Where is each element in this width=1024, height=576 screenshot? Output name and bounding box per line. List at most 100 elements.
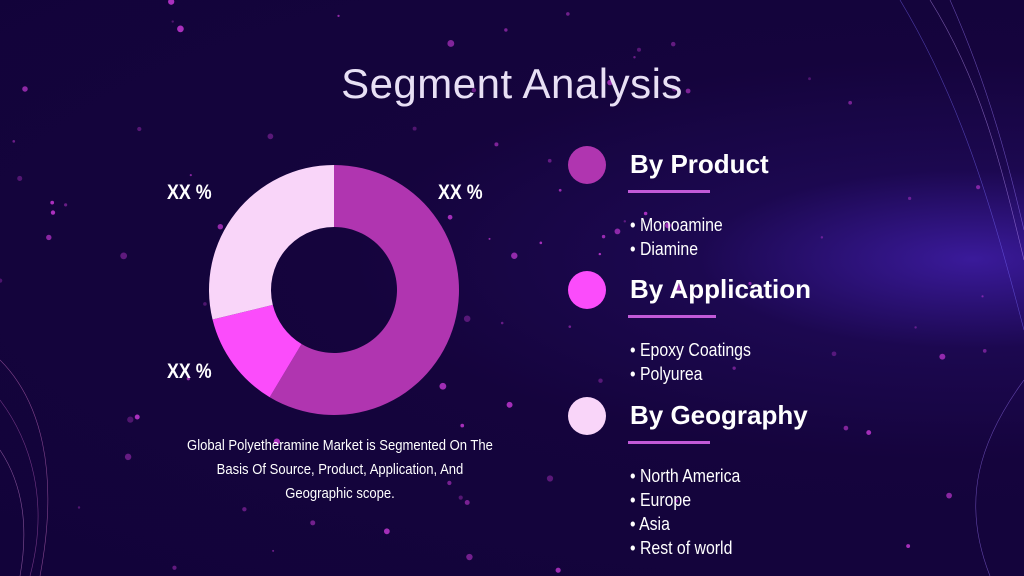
- sparkle: [511, 252, 518, 259]
- sparkle: [623, 220, 627, 223]
- sparkle: [614, 228, 621, 235]
- sparkle: [808, 77, 811, 81]
- divider: [628, 190, 710, 193]
- sparkle: [598, 252, 602, 256]
- sparkle: [310, 520, 316, 526]
- sparkle: [272, 549, 275, 552]
- sparkle: [566, 12, 570, 16]
- sparkle: [267, 133, 274, 140]
- sparkle: [555, 567, 561, 573]
- sparkle: [464, 499, 470, 505]
- sparkle: [439, 382, 447, 390]
- donut-slice: [212, 304, 302, 398]
- sparkle: [203, 302, 207, 306]
- segment-heading: By Product: [630, 149, 769, 179]
- sparkle: [383, 528, 390, 535]
- sparkle: [748, 281, 752, 286]
- sparkle: [500, 321, 504, 325]
- sparkle: [172, 565, 177, 570]
- sparkle: [189, 174, 192, 177]
- sparkle: [50, 200, 55, 205]
- segment-heading: By Application: [630, 274, 812, 304]
- sparkle: [670, 41, 676, 47]
- segment-heading: By Geography: [630, 400, 808, 430]
- sparkle: [506, 401, 513, 408]
- sparkle: [186, 377, 190, 381]
- sparkle: [177, 25, 184, 33]
- sparkle: [337, 14, 340, 17]
- sparkle: [134, 414, 140, 420]
- sparkle: [22, 86, 28, 92]
- sparkle: [607, 79, 613, 86]
- sparkle: [488, 237, 491, 240]
- sparkle: [633, 56, 636, 59]
- sparkle: [674, 499, 678, 503]
- list-item: • Europe: [630, 490, 692, 510]
- sparkle: [171, 20, 174, 23]
- segment-items: • Monoamine • Diamine: [630, 213, 723, 261]
- sparkle: [946, 492, 952, 499]
- sparkle: [546, 475, 554, 482]
- sparkle: [665, 222, 671, 229]
- sparkle: [0, 278, 3, 283]
- sparkle: [458, 495, 463, 500]
- sparkle: [982, 349, 987, 353]
- donut-slice: [269, 165, 459, 415]
- sparkle: [242, 507, 247, 512]
- list-item: • Epoxy Coatings: [630, 340, 751, 360]
- sparkle: [137, 126, 142, 132]
- list-item: • Diamine: [630, 239, 699, 259]
- sparkle: [504, 28, 508, 32]
- chart-caption: Global Polyetheramine Market is Segmente…: [187, 438, 493, 502]
- sparkle: [976, 185, 981, 190]
- sparkle: [906, 544, 911, 548]
- sparkle: [547, 158, 552, 163]
- sparkle: [981, 295, 984, 298]
- sparkle: [732, 366, 736, 370]
- sparkle: [168, 0, 175, 5]
- sparkle: [558, 188, 562, 192]
- sparkle: [494, 142, 499, 147]
- sparkle: [120, 252, 128, 260]
- sparkle: [64, 203, 68, 207]
- sparkle: [848, 100, 853, 105]
- sparkle: [447, 40, 455, 47]
- sparkle: [866, 430, 872, 436]
- sparkle: [601, 234, 606, 239]
- sparkle: [447, 480, 452, 486]
- sparkle: [124, 453, 132, 461]
- sparkle: [636, 47, 641, 52]
- sparkle: [914, 326, 917, 329]
- sparkle: [77, 506, 81, 509]
- segment-bullet-icon: [568, 146, 606, 184]
- list-item: • Asia: [630, 514, 670, 534]
- segment-bullet-icon: [568, 271, 606, 309]
- divider: [628, 315, 716, 318]
- sparkle: [831, 351, 837, 357]
- sparkle: [217, 223, 224, 230]
- sparkle: [643, 211, 648, 216]
- list-item: • Monoamine: [630, 215, 723, 235]
- sparkle: [412, 126, 417, 131]
- sparkle: [671, 86, 678, 92]
- sparkle: [17, 175, 23, 181]
- list-item: • Rest of world: [630, 538, 733, 558]
- sparkle: [466, 553, 473, 561]
- sparkle: [674, 284, 682, 291]
- page-title: Segment Analysis: [341, 60, 683, 107]
- segment-bullet-icon: [568, 397, 606, 435]
- sparkle: [463, 315, 471, 322]
- sparkle: [939, 353, 946, 360]
- sparkle: [50, 210, 56, 215]
- sparkle: [471, 87, 477, 93]
- donut-slice: [209, 165, 334, 320]
- list-item: • Polyurea: [630, 364, 703, 384]
- divider: [628, 441, 710, 444]
- sparkle: [820, 236, 824, 239]
- sparkle: [843, 425, 849, 431]
- sparkle: [12, 140, 16, 143]
- sparkle: [127, 416, 134, 423]
- sparkle: [568, 325, 572, 328]
- data-label: XX %: [167, 360, 212, 383]
